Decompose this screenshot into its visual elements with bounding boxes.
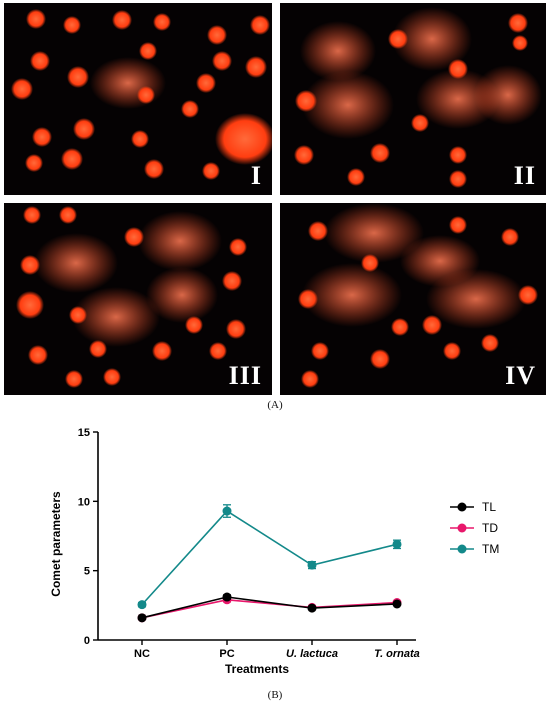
y-tick-label: 5 xyxy=(84,566,90,578)
legend-label-td: TD xyxy=(482,521,498,535)
caption-a: (A) xyxy=(267,399,283,411)
comet-image-panel-3: III xyxy=(4,203,272,395)
caption-b: (B) xyxy=(267,689,283,701)
x-tick-label: U. lactuca xyxy=(286,648,338,660)
point-tm xyxy=(222,506,232,516)
series-line-td xyxy=(141,598,398,619)
x-tick-label: NC xyxy=(134,648,150,660)
y-tick-label: 10 xyxy=(78,496,90,508)
panel-label: I xyxy=(250,161,262,190)
point-tm xyxy=(137,600,147,610)
x-tick-label: PC xyxy=(219,648,234,660)
comet-image-panel-4: IV xyxy=(280,203,546,395)
comet-cells-3 xyxy=(16,206,247,388)
legend-label-tl: TL xyxy=(482,500,496,514)
y-tick-label: 0 xyxy=(84,635,90,647)
point-tl xyxy=(392,599,402,609)
y-axis-title: Comet parameters xyxy=(49,491,63,597)
series-line-tl xyxy=(141,596,398,619)
x-axis-title: Treatments xyxy=(225,662,289,676)
comet-image-panel-1: I xyxy=(4,3,272,195)
point-tm xyxy=(307,560,317,570)
comet-cells-1 xyxy=(11,9,272,180)
legend-marker-td xyxy=(457,523,467,533)
point-tl xyxy=(137,613,147,623)
legend-label-tm: TM xyxy=(482,542,499,556)
series-line-tm xyxy=(141,510,398,606)
point-tl xyxy=(222,592,232,602)
comet-cells-4 xyxy=(298,203,538,388)
x-tick-label: T. ornata xyxy=(374,648,420,660)
panel-label: III xyxy=(228,361,262,390)
y-tick-label: 15 xyxy=(78,427,90,439)
point-tl xyxy=(307,603,317,613)
legend-marker-tm xyxy=(457,544,467,554)
comet-parameters-chart: 0 5 10 15 NC PC U. lactuca T. ornata Treatments C… xyxy=(49,427,499,676)
panel-label: IV xyxy=(505,361,536,390)
comet-image-panel-2: II xyxy=(280,3,546,195)
comet-cells-2 xyxy=(294,7,542,188)
point-tm xyxy=(392,539,402,549)
legend-marker-tl xyxy=(457,502,467,512)
panel-label: II xyxy=(513,161,536,190)
